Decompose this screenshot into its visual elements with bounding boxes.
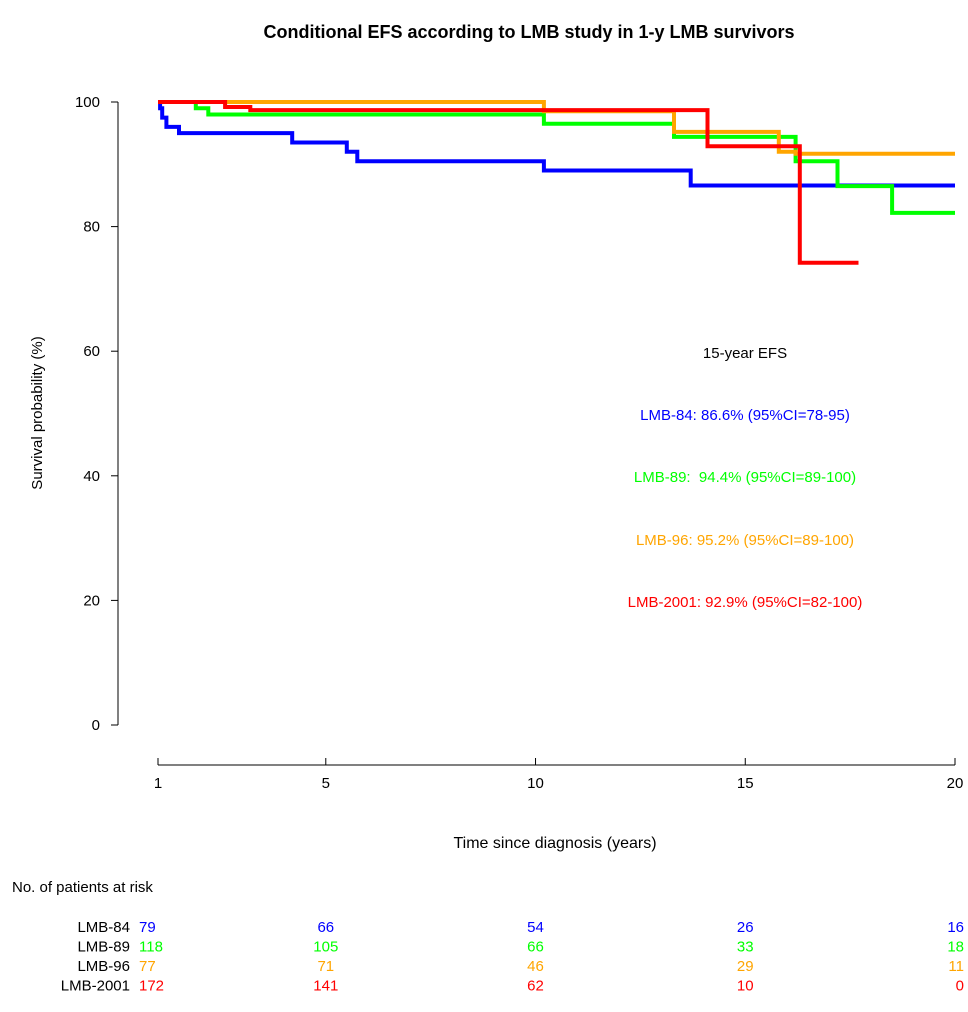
risk-value-lmb-89-20: 18 (947, 939, 964, 956)
risk-value-lmb-84-15: 26 (737, 919, 754, 936)
annotation-lmb-2001: LMB-2001: 92.9% (95%CI=82-100) (628, 594, 863, 611)
annotation-header: 15-year EFS (703, 345, 787, 362)
risk-value-lmb-84-10: 54 (527, 919, 544, 936)
x-axis: 1 5 10 15 20 (154, 758, 964, 792)
risk-value-lmb-96-5: 71 (317, 958, 334, 975)
risk-table: LMB-84 79 66 54 26 16 LMB-89 118 105 66 33 18 LMB-96… (61, 919, 964, 995)
series-lines (158, 100, 955, 265)
y-tick-label-80: 80 (83, 219, 100, 236)
y-tick-label-0: 0 (92, 717, 100, 734)
risk-row-label-lmb-89: LMB-89 (77, 939, 130, 956)
y-axis: 0 20 40 60 80 100 (75, 94, 119, 734)
risk-value-lmb-84-5: 66 (317, 919, 334, 936)
risk-value-lmb-96-15: 29 (737, 958, 754, 975)
efs-annotation: 15-year EFS LMB-84: 86.6% (95%CI=78-95) … (628, 345, 863, 611)
risk-value-lmb-89-15: 33 (737, 939, 754, 956)
risk-value-lmb-84-1: 79 (139, 919, 156, 936)
risk-value-lmb-89-5: 105 (313, 939, 338, 956)
y-tick-label-60: 60 (83, 343, 100, 360)
y-tick-label-40: 40 (83, 468, 100, 485)
risk-value-lmb-2001-15: 10 (737, 978, 754, 995)
annotation-lmb-96: LMB-96: 95.2% (95%CI=89-100) (636, 532, 854, 549)
risk-value-lmb-96-10: 46 (527, 958, 544, 975)
risk-row-label-lmb-84: LMB-84 (77, 919, 130, 936)
risk-value-lmb-2001-1: 172 (139, 978, 164, 995)
y-axis-label: Survival probability (%) (29, 336, 46, 489)
x-tick-label-20: 20 (947, 775, 964, 792)
risk-value-lmb-84-20: 16 (947, 919, 964, 936)
y-tick-label-100: 100 (75, 94, 100, 111)
x-tick-label-10: 10 (527, 775, 544, 792)
risk-value-lmb-89-10: 66 (527, 939, 544, 956)
risk-value-lmb-2001-10: 62 (527, 978, 544, 995)
risk-value-lmb-96-1: 77 (139, 958, 156, 975)
y-tick-label-20: 20 (83, 592, 100, 609)
risk-row-label-lmb-96: LMB-96 (77, 958, 130, 975)
risk-value-lmb-2001-20: 0 (956, 978, 964, 995)
risk-table-title: No. of patients at risk (12, 879, 153, 896)
risk-value-lmb-89-1: 118 (139, 939, 163, 956)
series-line-lmb-84 (158, 100, 955, 188)
x-tick-label-15: 15 (737, 775, 754, 792)
risk-value-lmb-2001-5: 141 (313, 978, 338, 995)
annotation-lmb-89: LMB-89: 94.4% (95%CI=89-100) (634, 469, 856, 486)
annotation-lmb-84: LMB-84: 86.6% (95%CI=78-95) (640, 407, 850, 424)
chart-title: Conditional EFS according to LMB study i… (263, 22, 794, 42)
risk-value-lmb-96-20: 11 (948, 958, 964, 975)
x-axis-label: Time since diagnosis (years) (453, 835, 656, 852)
x-tick-label-5: 5 (322, 775, 330, 792)
series-line-lmb-89 (158, 100, 955, 215)
series-line-lmb-2001 (158, 100, 859, 265)
series-line-lmb-96 (158, 100, 955, 156)
x-tick-label-1: 1 (154, 775, 162, 792)
risk-row-label-lmb-2001: LMB-2001 (61, 978, 130, 995)
